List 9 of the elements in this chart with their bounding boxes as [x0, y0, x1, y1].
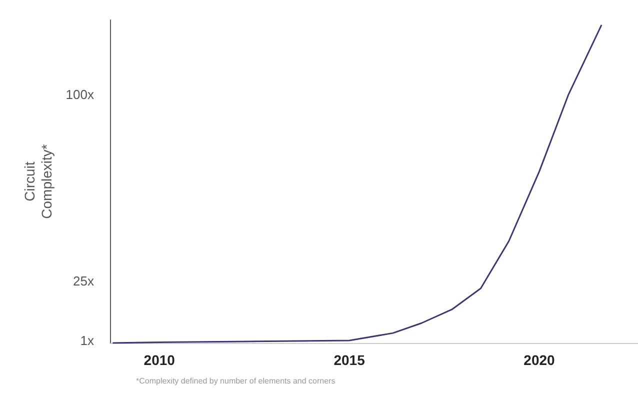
x-tick-label: 2010 — [144, 352, 176, 368]
y-tick-label: 1x — [80, 333, 94, 348]
y-tick-label: 100x — [66, 87, 94, 102]
x-tick-label: 2015 — [334, 352, 366, 368]
x-tick-label: 2020 — [524, 352, 556, 368]
y-axis-title: Circuit Complexity* — [21, 144, 54, 219]
y-tick-label: 25x — [73, 273, 94, 288]
line-series — [112, 24, 602, 344]
text: *Complexity defined by number of elements and corners — [136, 376, 336, 386]
